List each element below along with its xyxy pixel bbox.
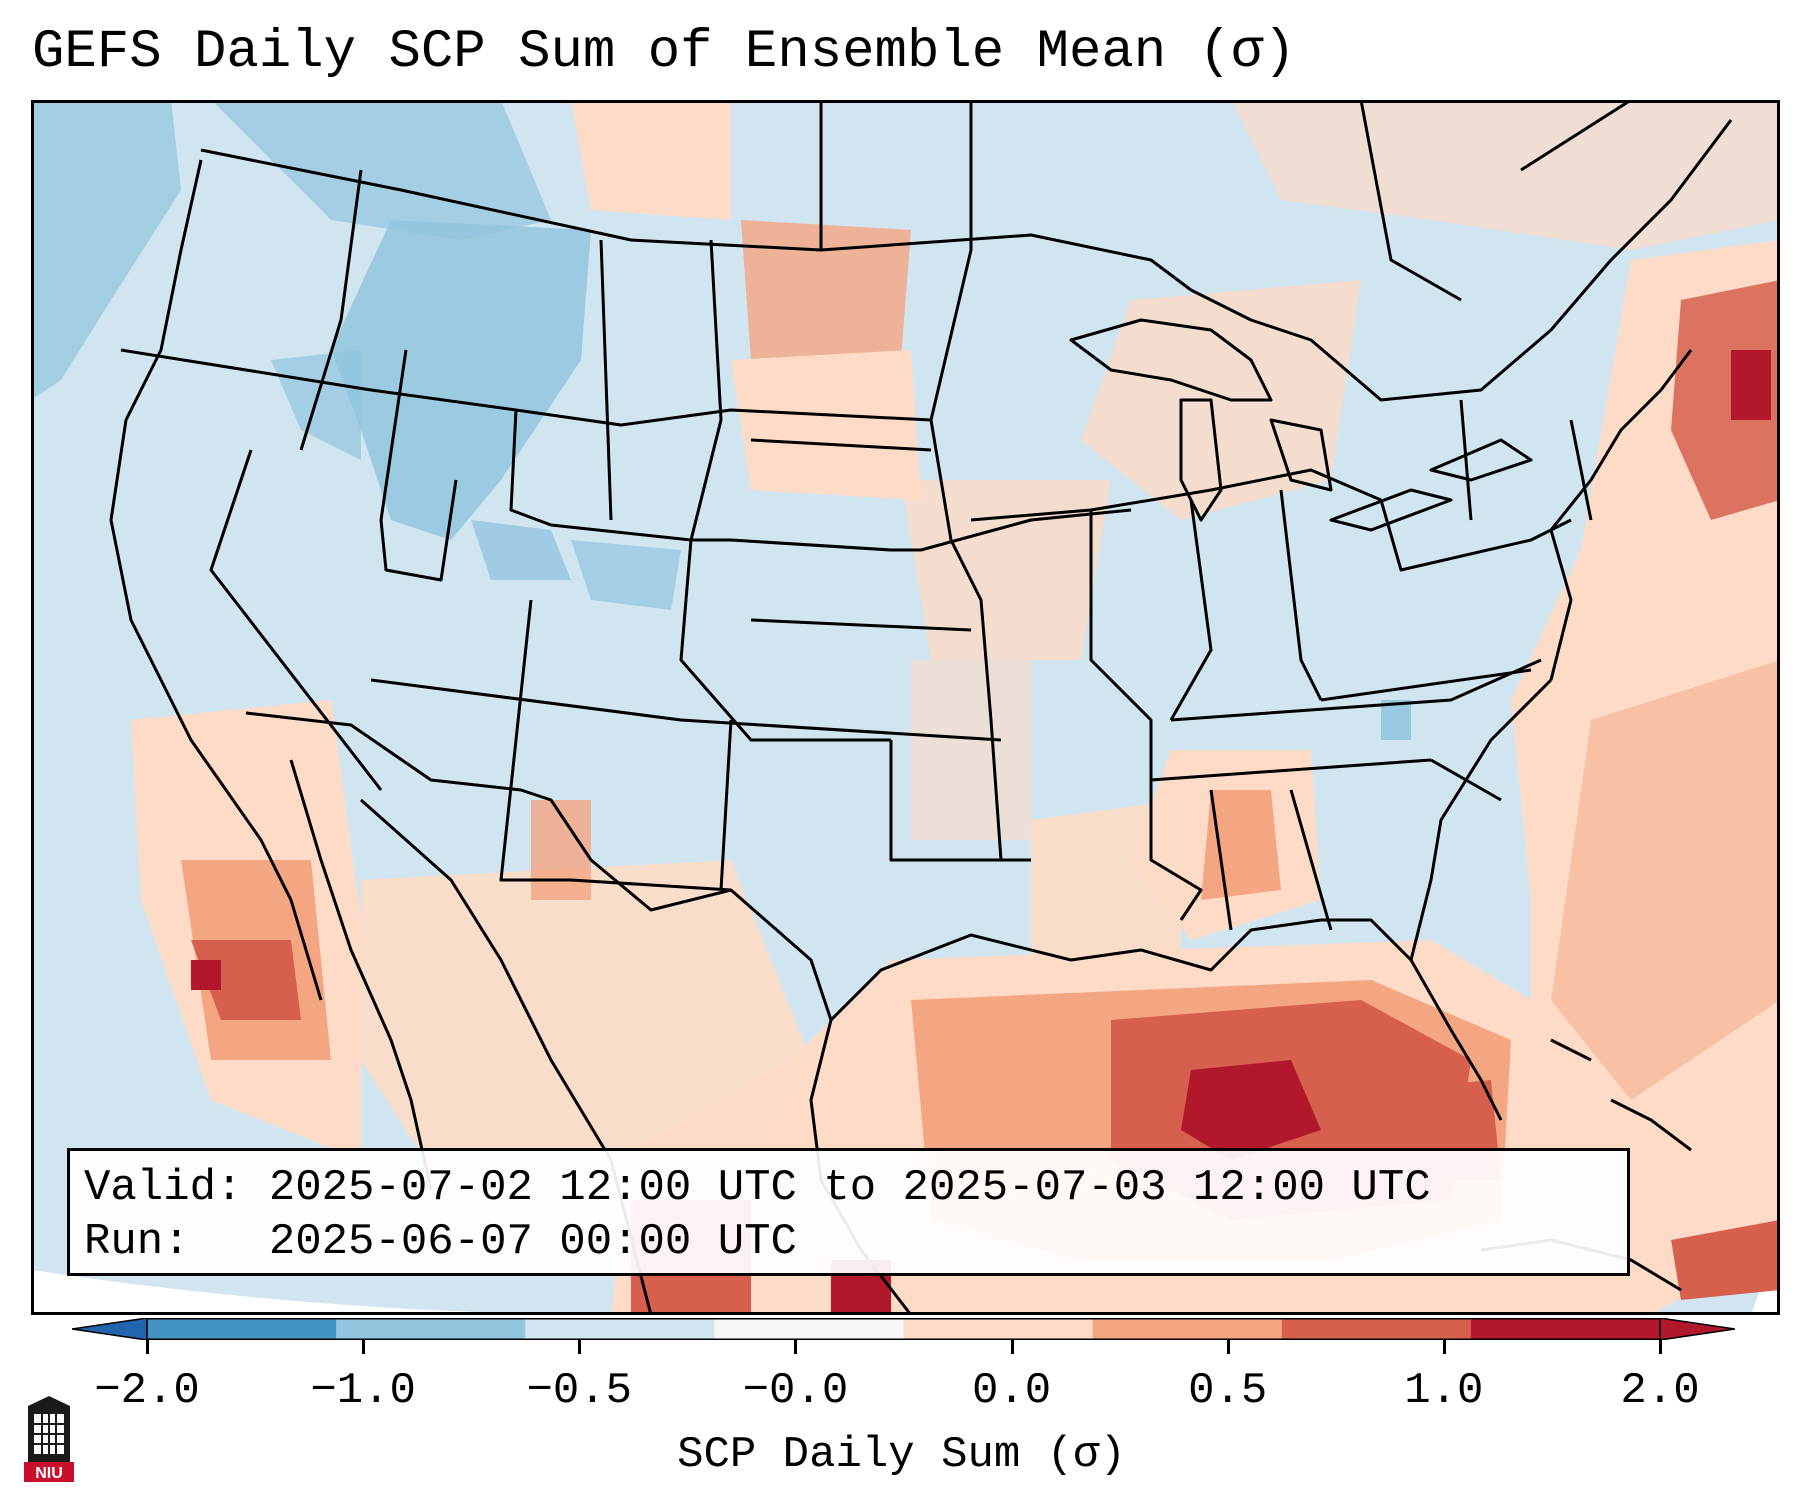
colorbar-segment [903,1318,1094,1340]
colorbar-extend-high [1659,1318,1735,1340]
colorbar-label: SCP Daily Sum (σ) [677,1430,1126,1480]
colorbar-tick-mark [146,1340,149,1354]
valid-value: 2025-07-02 12:00 UTC to 2025-07-03 12:00… [268,1163,1431,1213]
colorbar-tick-label: 1.0 [1404,1366,1484,1416]
run-label: Run: [84,1217,190,1267]
colorbar-segment [1092,1318,1283,1340]
colorbar-tick-label: −0.0 [742,1366,849,1416]
colorbar-tick-label: −0.5 [526,1366,633,1416]
colorbar-tick-mark [1010,1340,1014,1354]
map-frame [31,100,1780,1315]
niu-logo: NIU [24,1396,74,1482]
colorbar-segment [714,1318,904,1340]
scp-map [31,100,1780,1315]
colorbar-extend-low [72,1318,148,1340]
colorbar-segment [525,1318,715,1340]
colorbar-segment [336,1318,526,1340]
colorbar-tick-mark [362,1340,366,1354]
political-borders [109,100,1733,1315]
colorbar-tick-label: 2.0 [1620,1366,1700,1416]
colorbar-tick-mark [1442,1340,1446,1354]
colorbar-frame [146,1318,1661,1340]
colorbar [72,1318,1735,1340]
colorbar-tick-mark [1226,1340,1230,1354]
valid-line: Valid: 2025-07-02 12:00 UTC to 2025-07-0… [84,1161,1613,1215]
colorbar-tick-mark [578,1340,582,1354]
colorbar-tick-mark [1659,1340,1662,1354]
colorbar-tick-label: 0.0 [971,1366,1052,1416]
colorbar-segment [147,1318,337,1340]
logo-text: NIU [35,1465,63,1482]
domain-edge-left [31,1270,631,1315]
valid-label: Valid: [84,1163,243,1213]
colorbar-tick-label: −2.0 [94,1366,200,1416]
colorbar-segments [147,1318,1661,1340]
run-value: 2025-06-07 00:00 UTC [268,1217,797,1267]
colorbar-tick-label: −1.0 [310,1366,416,1416]
info-box: Valid: 2025-07-02 12:00 UTC to 2025-07-0… [67,1148,1630,1276]
colorbar-segment [1281,1318,1472,1340]
map-title: GEFS Daily SCP Sum of Ensemble Mean (σ) [32,22,1296,83]
negative-anomaly-regions [31,100,1411,740]
colorbar-segment [1470,1318,1661,1340]
colorbar-tick-mark [794,1340,798,1354]
colorbar-tick-label: 0.5 [1188,1366,1268,1416]
run-line: Run: 2025-06-07 00:00 UTC [84,1215,1613,1269]
